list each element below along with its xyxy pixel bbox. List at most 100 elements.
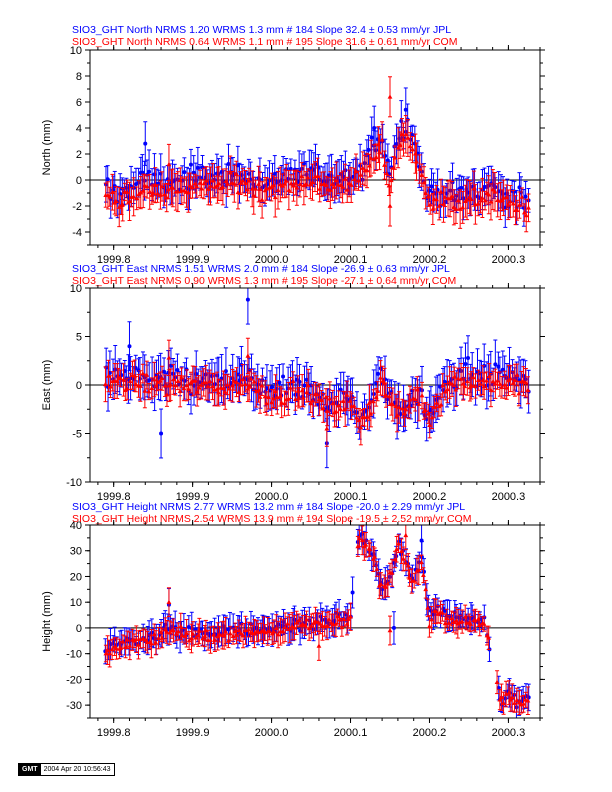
data-point [414,159,419,164]
data-point [302,383,307,388]
data-point [190,631,196,636]
data-point [486,635,492,640]
data-point [124,189,130,194]
series-com [103,525,531,716]
data-point [411,578,417,583]
data-point [133,636,139,642]
series-title-jpl: SIO3_GHT Height NRMS 2.77 WRMS 13.2 mm #… [72,501,465,513]
data-point [504,385,510,390]
data-point [185,190,191,195]
data-point [240,376,246,382]
data-point [354,415,359,420]
data-point [203,380,209,385]
y-axis-label: East (mm) [41,360,53,411]
data-point [459,185,464,190]
data-point [468,382,474,388]
data-point [484,378,489,383]
data-point [333,177,339,183]
data-point [162,369,167,374]
data-point [410,146,415,152]
data-point [179,632,185,638]
data-point [105,177,110,182]
data-point [514,372,520,377]
data-point [344,392,350,397]
data-point [167,630,173,635]
data-point [134,195,140,201]
y-tick-label: 0 [76,175,82,187]
data-point [407,397,413,402]
data-point [501,700,506,706]
data-point [457,206,463,211]
data-point [327,396,333,401]
data-point [509,694,515,700]
data-point [473,383,478,388]
data-point [330,400,336,406]
data-point [366,147,371,152]
data-point [305,174,311,180]
data-point [376,371,381,376]
data-point [425,194,431,199]
data-point [131,638,137,643]
data-point [335,613,340,619]
data-point [105,647,111,652]
data-point [316,643,322,648]
data-point [119,373,124,378]
data-point [394,546,400,552]
data-point [403,131,409,137]
data-point [468,621,474,626]
data-point [492,189,498,194]
data-point [177,388,183,393]
data-point [321,181,327,186]
data-point [386,182,392,188]
data-point [264,400,270,406]
data-point [234,632,239,637]
data-point [333,408,339,414]
data-point [477,381,483,386]
y-tick-label: 30 [70,546,82,558]
data-point [144,183,150,189]
data-point [449,615,454,621]
data-point [512,377,518,383]
data-point [304,616,309,622]
plot-frame [89,49,541,246]
data-point [495,378,500,383]
data-point [162,383,168,388]
data-point [396,541,401,546]
data-point [288,385,293,390]
data-point [273,625,279,630]
data-point [399,406,405,411]
data-point [359,537,365,543]
data-point [210,178,216,183]
data-point [173,631,179,636]
data-point [267,628,273,634]
data-point [495,197,501,203]
data-point [205,186,211,191]
data-point [450,180,455,185]
y-tick-label: 10 [70,283,82,295]
data-point [391,625,396,630]
data-point [120,639,126,644]
x-tick-label: 2000.0 [255,727,289,739]
data-point [373,154,379,160]
data-point [506,377,511,383]
data-point [289,623,295,629]
data-point [223,369,228,374]
data-point [395,145,401,150]
data-point [416,567,422,573]
data-point [490,186,496,192]
data-point [279,183,285,188]
data-point [514,697,520,702]
data-point [400,556,406,561]
series-com [103,337,531,447]
data-point [383,392,389,397]
data-point [236,627,242,633]
data-point [387,627,393,633]
data-point [251,379,257,384]
data-point [248,376,254,381]
data-point [451,204,457,210]
data-point [427,201,433,207]
data-point [127,378,133,384]
data-point [293,396,298,401]
data-point [272,171,277,176]
data-point [392,155,398,160]
